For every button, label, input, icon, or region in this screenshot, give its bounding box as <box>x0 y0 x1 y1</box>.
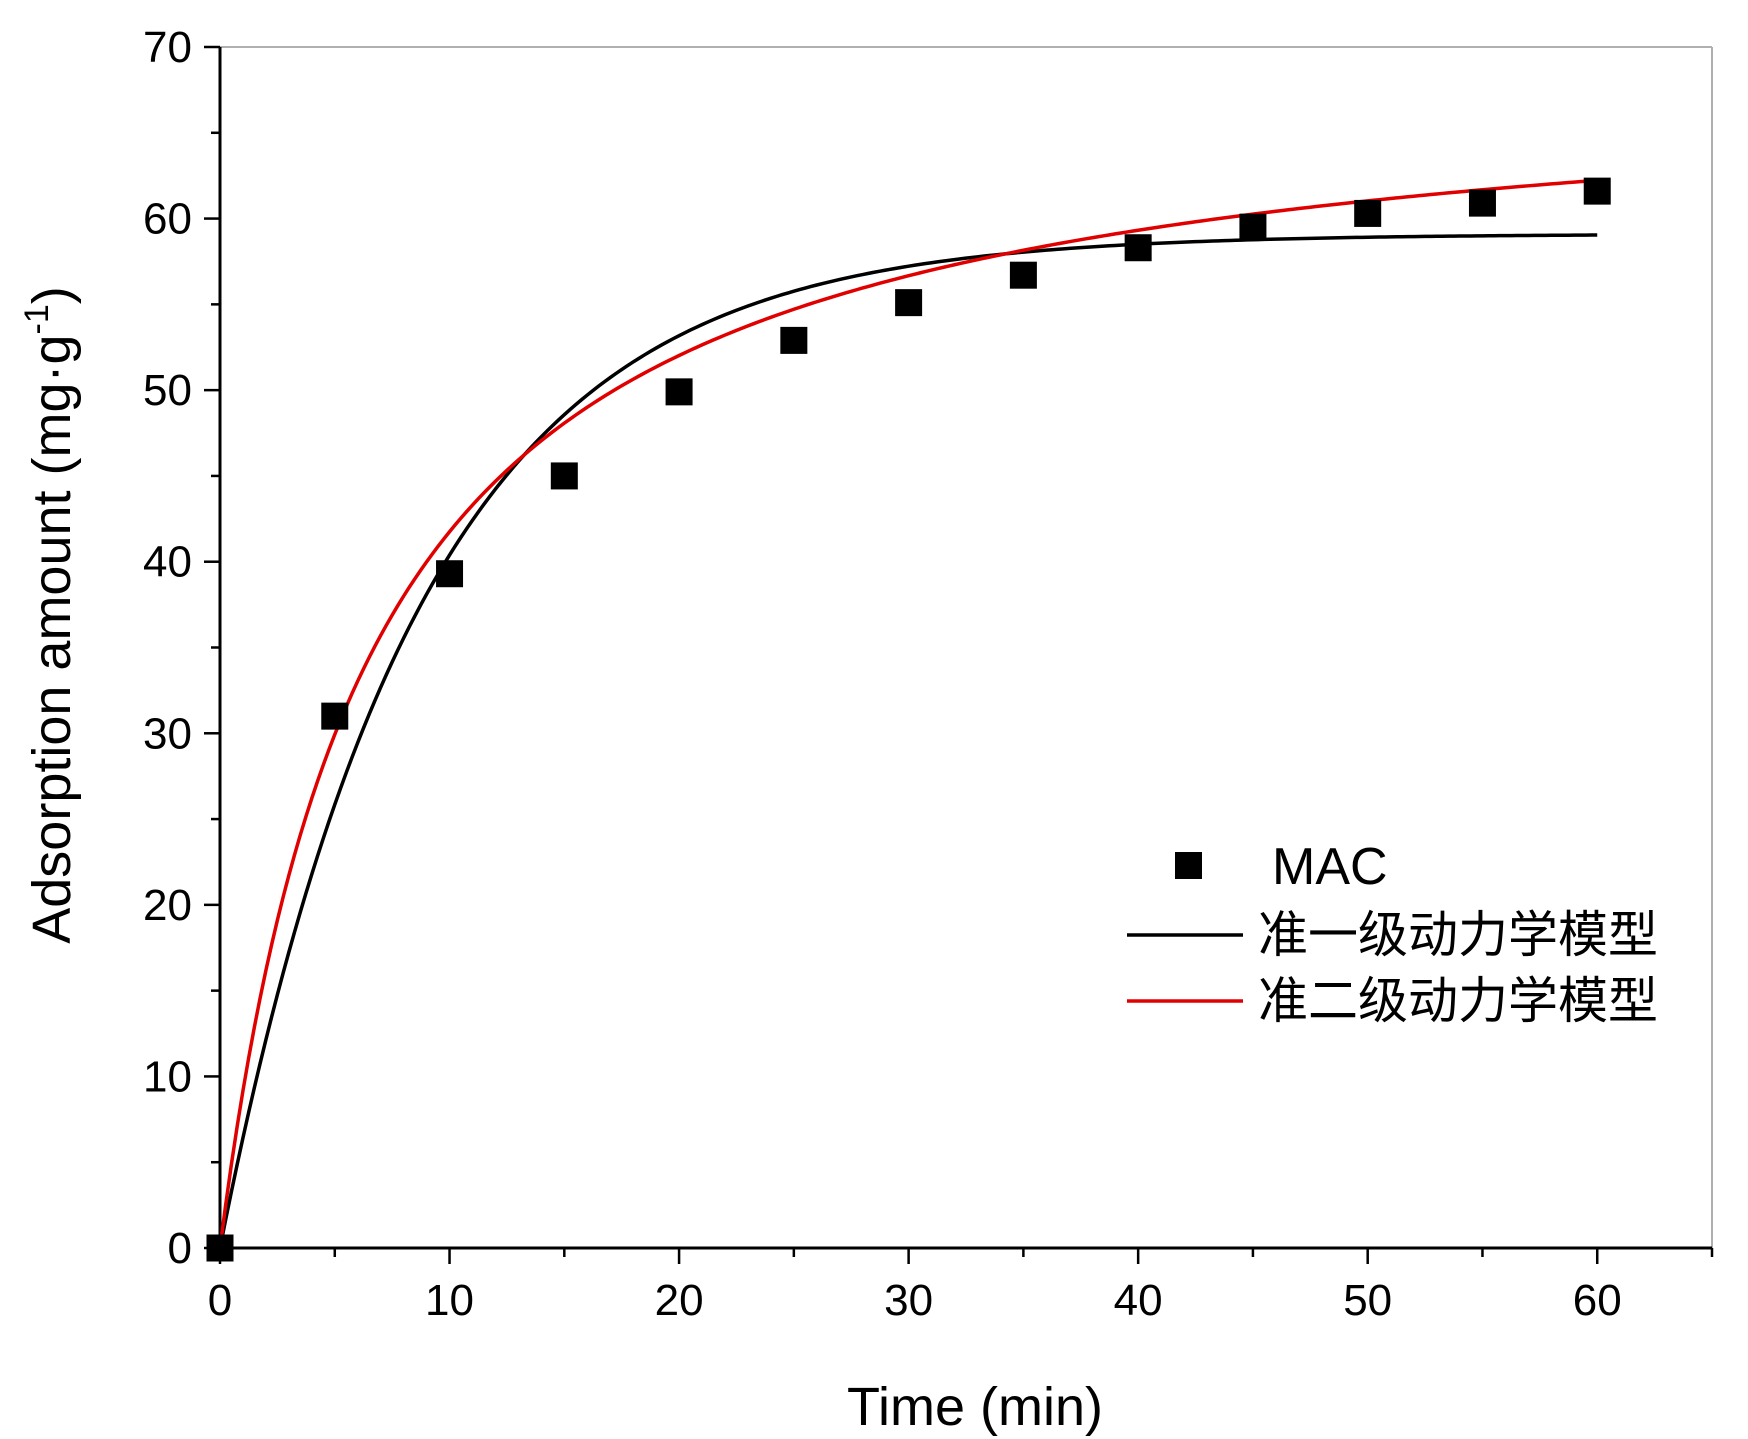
y-tick-label: 30 <box>143 709 192 758</box>
data-point-mac <box>1468 189 1496 217</box>
y-tick-label: 40 <box>143 538 192 587</box>
data-point-mac <box>321 702 349 730</box>
x-tick-label: 60 <box>1573 1276 1622 1325</box>
series-line-second-order <box>218 178 1598 1249</box>
x-tick-label: 10 <box>425 1276 474 1325</box>
legend-marker-mac <box>1175 852 1202 879</box>
data-point-mac <box>550 462 578 490</box>
data-point-mac <box>1239 213 1267 241</box>
data-point-mac <box>780 326 808 354</box>
x-tick-label: 0 <box>208 1276 232 1325</box>
data-point-mac <box>1583 177 1611 205</box>
x-axis-title: Time (min) <box>847 1377 1103 1437</box>
y-axis-title-main: Adsorption amount (mg·g <box>22 334 82 943</box>
x-tick-label: 40 <box>1114 1276 1163 1325</box>
legend: MAC 准一级动力学模型 准二级动力学模型 <box>1127 838 1658 1030</box>
data-point-mac <box>436 560 464 588</box>
legend-label-mac: MAC <box>1272 838 1388 896</box>
y-tick-label: 20 <box>143 881 192 930</box>
y-axis-title-superscript: -1 <box>18 304 56 334</box>
data-point-mac <box>1009 261 1037 289</box>
data-point-mac <box>665 378 693 406</box>
data-point-mac <box>1354 199 1382 227</box>
data-point-mac <box>1124 234 1152 262</box>
x-tick-label: 50 <box>1343 1276 1392 1325</box>
y-tick-label: 0 <box>168 1224 192 1273</box>
y-axis-title-close: ) <box>22 286 82 304</box>
series-line-first-order <box>218 233 1598 1249</box>
legend-label-first-order: 准一级动力学模型 <box>1258 906 1658 964</box>
x-tick-label: 20 <box>655 1276 704 1325</box>
axes: 0 10 20 30 40 50 60 0 10 20 30 40 50 60 70 <box>143 23 1714 1325</box>
y-tick-label: 70 <box>143 23 192 72</box>
y-axis-title: Adsorption amount (mg·g-1) <box>18 286 82 944</box>
y-tick-label: 50 <box>143 366 192 415</box>
legend-label-second-order: 准二级动力学模型 <box>1258 972 1658 1030</box>
y-tick-label: 60 <box>143 195 192 244</box>
data-point-mac <box>206 1234 234 1262</box>
x-tick-label: 30 <box>884 1276 933 1325</box>
series-layer <box>206 177 1611 1262</box>
y-tick-label: 10 <box>143 1052 192 1101</box>
data-point-mac <box>895 289 923 317</box>
